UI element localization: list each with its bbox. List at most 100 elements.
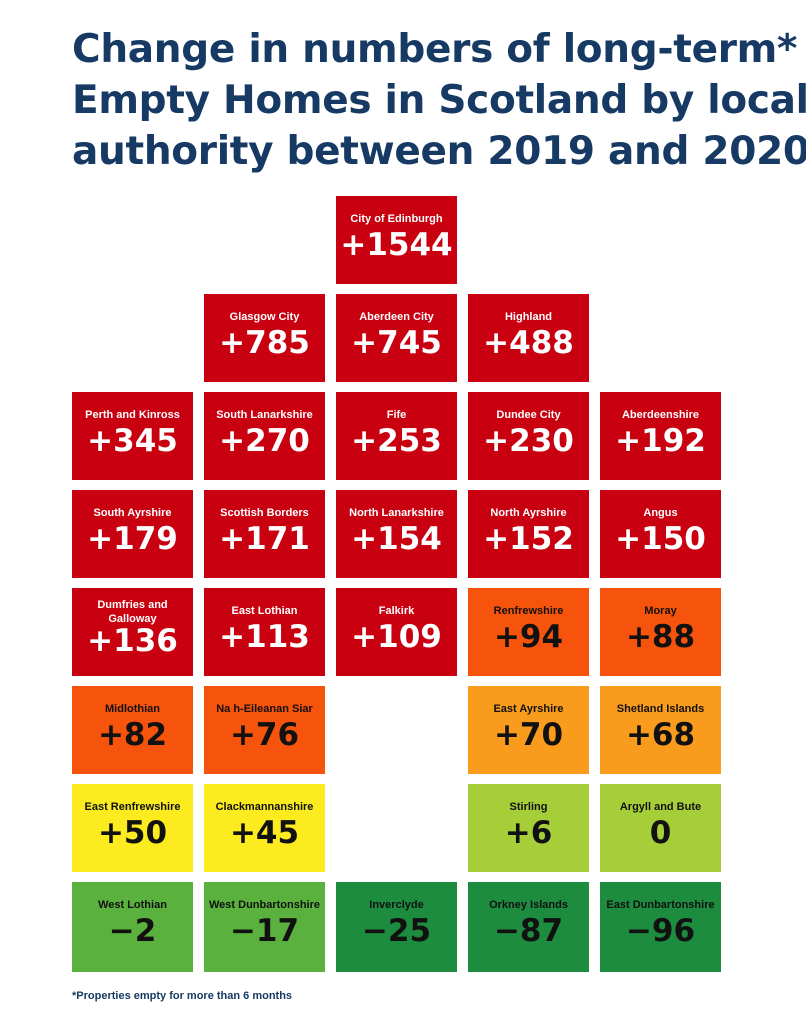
tile-label: Dumfries and Galloway	[97, 599, 168, 625]
tile-label: Moray	[644, 605, 677, 617]
tile-value: +6	[504, 815, 553, 851]
tile-value: −87	[493, 913, 564, 949]
tile-midlothian: Midlothian +82	[72, 686, 193, 774]
tile-value: +109	[351, 619, 442, 655]
tile-renfrewshire: Renfrewshire +94	[468, 588, 589, 676]
tile-label: Midlothian	[105, 703, 160, 715]
tile-value: +230	[483, 423, 574, 459]
tile-scottish-borders: Scottish Borders +171	[204, 490, 325, 578]
tile-label: Stirling	[509, 801, 548, 813]
tile-label: East Renfrewshire	[84, 801, 181, 813]
tile-value: +150	[615, 521, 706, 557]
tile-north-ayrshire: North Ayrshire +152	[468, 490, 589, 578]
tile-value: +113	[219, 619, 310, 655]
tile-label: Angus	[643, 507, 678, 519]
tile-na-h-eileanan-siar: Na h-Eileanan Siar +76	[204, 686, 325, 774]
tile-value: +82	[97, 717, 168, 753]
tile-value: −25	[361, 913, 432, 949]
tile-label: Renfrewshire	[493, 605, 564, 617]
tile-label: Glasgow City	[229, 311, 300, 323]
chart-title-line-3: authority between 2019 and 2020	[72, 129, 806, 174]
tile-dundee-city: Dundee City +230	[468, 392, 589, 480]
tile-label: Highland	[504, 311, 553, 323]
tile-value: +192	[615, 423, 706, 459]
tile-east-renfrewshire: East Renfrewshire +50	[72, 784, 193, 872]
tile-north-lanarkshire: North Lanarkshire +154	[336, 490, 457, 578]
tile-aberdeenshire: Aberdeenshire +192	[600, 392, 721, 480]
tile-label: South Lanarkshire	[216, 409, 313, 421]
tile-label: Aberdeen City	[359, 311, 434, 323]
tile-label: Argyll and Bute	[619, 801, 702, 813]
tile-value: +68	[625, 717, 696, 753]
tile-east-ayrshire: East Ayrshire +70	[468, 686, 589, 774]
tile-inverclyde: Inverclyde −25	[336, 882, 457, 972]
tile-label: Aberdeenshire	[621, 409, 700, 421]
tile-label: East Lothian	[231, 605, 298, 617]
tile-label: Clackmannanshire	[215, 801, 314, 813]
tile-value: +270	[219, 423, 310, 459]
chart-title-line-2: Empty Homes in Scotland by local	[72, 78, 806, 123]
tile-value: +785	[219, 325, 310, 361]
tile-highland: Highland +488	[468, 294, 589, 382]
tile-label: North Lanarkshire	[349, 507, 444, 519]
tile-label: North Ayrshire	[490, 507, 567, 519]
tile-glasgow-city: Glasgow City +785	[204, 294, 325, 382]
tile-value: +94	[493, 619, 564, 655]
tile-value: +345	[87, 423, 178, 459]
tile-city-of-edinburgh: City of Edinburgh +1544	[336, 196, 457, 284]
tile-label: West Lothian	[98, 899, 167, 911]
tile-value: +179	[87, 521, 178, 557]
tile-value: 0	[649, 815, 672, 851]
tile-value: +88	[625, 619, 696, 655]
tile-label: South Ayrshire	[93, 507, 172, 519]
tile-south-lanarkshire: South Lanarkshire +270	[204, 392, 325, 480]
tile-stirling: Stirling +6	[468, 784, 589, 872]
tile-east-lothian: East Lothian +113	[204, 588, 325, 676]
tile-value: +488	[483, 325, 574, 361]
tile-fife: Fife +253	[336, 392, 457, 480]
tile-value: +70	[493, 717, 564, 753]
tile-value: −17	[229, 913, 300, 949]
tile-value: +45	[229, 815, 300, 851]
tile-south-ayrshire: South Ayrshire +179	[72, 490, 193, 578]
tile-value: −96	[625, 913, 696, 949]
tile-east-dunbartonshire: East Dunbartonshire −96	[600, 882, 721, 972]
tile-value: +1544	[340, 227, 453, 263]
tile-label: Inverclyde	[369, 899, 424, 911]
tile-falkirk: Falkirk +109	[336, 588, 457, 676]
tile-label: Na h-Eileanan Siar	[216, 703, 313, 715]
tile-value: +154	[351, 521, 442, 557]
tile-angus: Angus +150	[600, 490, 721, 578]
tile-label: West Dunbartonshire	[208, 899, 321, 911]
tile-argyll-and-bute: Argyll and Bute 0	[600, 784, 721, 872]
tile-label: Falkirk	[378, 605, 415, 617]
tile-dumfries-and-galloway: Dumfries and Galloway +136	[72, 588, 193, 676]
tile-label: East Ayrshire	[493, 703, 564, 715]
tile-label: Dundee City	[496, 409, 561, 421]
footnote: *Properties empty for more than 6 months	[72, 990, 293, 1002]
chart-title-line-1: Change in numbers of long-term*	[72, 27, 798, 72]
tile-label: Shetland Islands	[616, 703, 705, 715]
tile-label: East Dunbartonshire	[606, 899, 715, 911]
tile-label: Scottish Borders	[220, 507, 309, 519]
tile-value: +136	[87, 623, 178, 659]
tile-value: +171	[219, 521, 310, 557]
tile-aberdeen-city: Aberdeen City +745	[336, 294, 457, 382]
tile-perth-and-kinross: Perth and Kinross +345	[72, 392, 193, 480]
chart-title: Change in numbers of long-term* Empty Ho…	[72, 24, 806, 177]
tile-west-dunbartonshire: West Dunbartonshire −17	[204, 882, 325, 972]
tile-shetland-islands: Shetland Islands +68	[600, 686, 721, 774]
tile-value: +50	[97, 815, 168, 851]
tile-label: Perth and Kinross	[85, 409, 180, 421]
tile-label: Orkney Islands	[489, 899, 568, 911]
tile-west-lothian: West Lothian −2	[72, 882, 193, 972]
tile-value: +745	[351, 325, 442, 361]
tile-moray: Moray +88	[600, 588, 721, 676]
tile-value: +76	[229, 717, 300, 753]
tile-label: City of Edinburgh	[350, 213, 443, 225]
tile-clackmannanshire: Clackmannanshire +45	[204, 784, 325, 872]
tile-value: −2	[108, 913, 157, 949]
tile-value: +152	[483, 521, 574, 557]
tile-label: Fife	[386, 409, 407, 421]
